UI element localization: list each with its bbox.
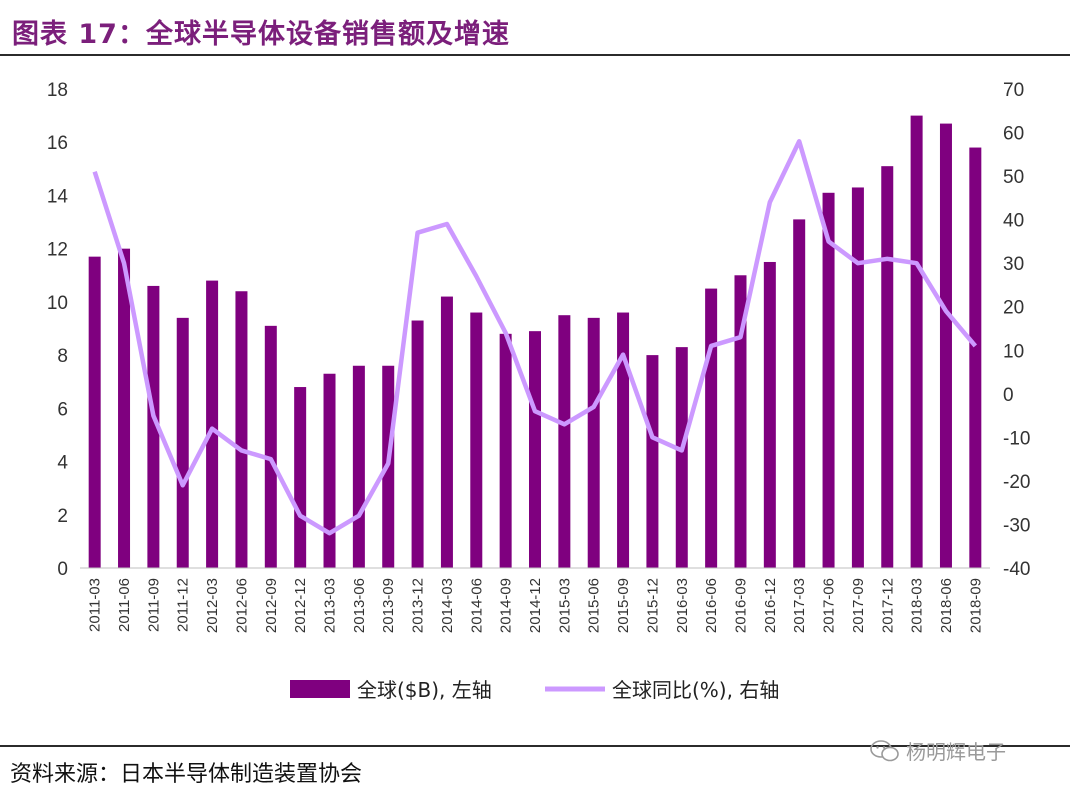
bar: [118, 248, 131, 568]
bar: [793, 219, 806, 568]
legend-swatch-bar: [290, 680, 350, 698]
x-tick-label: 2012-12: [292, 578, 309, 633]
bar: [763, 261, 776, 568]
x-tick-label: 2014-03: [439, 578, 456, 633]
y-left-tick-label: 4: [57, 453, 68, 474]
y-right-tick-label: 30: [1003, 254, 1024, 275]
bottom-divider: [0, 745, 1070, 747]
x-tick-label: 2013-09: [380, 578, 397, 633]
y-right-tick-label: 0: [1003, 385, 1014, 406]
x-tick-label: 2012-03: [204, 578, 221, 633]
bar: [499, 333, 512, 568]
top-divider: [0, 54, 1070, 56]
y-right-tick-label: 20: [1003, 298, 1024, 319]
y-left-tick-label: 10: [47, 293, 68, 314]
y-left-tick-label: 6: [57, 399, 68, 420]
bar: [411, 320, 424, 568]
x-tick-label: 2015-09: [615, 578, 632, 633]
bar: [734, 275, 747, 568]
yoy-growth-line: [92, 139, 978, 536]
bar: [323, 373, 336, 568]
bar: [470, 312, 483, 568]
bar: [705, 288, 718, 568]
bar: [558, 315, 571, 568]
bar: [352, 365, 365, 568]
x-tick-label: 2011-09: [145, 578, 162, 632]
x-tick-label: 2014-12: [527, 578, 544, 633]
y-left-tick-label: 0: [57, 559, 68, 580]
y-right-tick-label: 50: [1003, 167, 1024, 188]
bar: [969, 147, 982, 569]
chart-title: 图表 17：全球半导体设备销售额及增速: [12, 19, 510, 50]
y-left-tick-label: 18: [47, 80, 68, 101]
bar: [587, 317, 600, 568]
bar: [646, 355, 659, 568]
y-left-tick-label: 16: [47, 133, 68, 154]
x-tick-label: 2016-03: [674, 578, 691, 633]
x-tick-label: 2014-09: [498, 578, 515, 633]
x-tick-label: 2016-09: [732, 578, 749, 633]
x-tick-label: 2018-06: [938, 578, 955, 633]
y-left-tick-label: 2: [57, 506, 68, 527]
bar: [529, 331, 541, 568]
x-tick-label: 2018-09: [967, 578, 984, 633]
bar: [147, 285, 160, 568]
watermark: 杨明辉电子: [870, 736, 1006, 765]
bar: [440, 296, 453, 568]
x-tick-label: 2016-06: [703, 578, 720, 633]
y-left-tick-label: 8: [57, 346, 68, 367]
x-tick-label: 2017-12: [879, 578, 896, 633]
bar: [617, 312, 630, 568]
x-tick-label: 2014-06: [468, 578, 485, 633]
y-right-tick-label: -10: [1003, 428, 1030, 449]
bar: [939, 123, 952, 568]
bar: [881, 166, 894, 568]
y-right-tick-label: -30: [1003, 515, 1030, 536]
bar: [88, 256, 101, 568]
y-right-tick-label: 70: [1003, 80, 1024, 101]
bar: [235, 291, 248, 568]
x-tick-label: 2011-03: [87, 578, 104, 632]
x-tick-label: 2015-03: [556, 578, 573, 633]
x-tick-label: 2012-09: [263, 578, 280, 633]
watermark-text: 杨明辉电子: [906, 740, 1006, 764]
x-tick-label: 2017-06: [821, 578, 838, 633]
y-left-tick-label: 14: [47, 186, 69, 207]
x-tick-label: 2011-06: [116, 578, 133, 632]
x-tick-label: 2016-12: [762, 578, 779, 633]
wechat-icon: [870, 739, 899, 761]
bar: [675, 347, 688, 568]
x-tick-label: 2015-06: [586, 578, 603, 633]
legend-label-line: 全球同比(%), 右轴: [612, 678, 779, 702]
bar: [176, 317, 189, 568]
x-tick-label: 2017-09: [850, 578, 867, 633]
y-right-tick-label: -20: [1003, 472, 1030, 493]
x-tick-label: 2012-06: [233, 578, 250, 633]
x-tick-label: 2015-12: [644, 578, 661, 633]
x-tick-label: 2013-03: [322, 578, 339, 633]
source-note: 资料来源：日本半导体制造装置协会: [10, 762, 363, 787]
x-tick-label: 2017-03: [791, 578, 808, 633]
bar: [851, 187, 864, 568]
bar: [206, 280, 219, 568]
bar: [264, 325, 277, 568]
x-tick-label: 2013-06: [351, 578, 368, 633]
bar: [294, 387, 307, 568]
bar: [822, 192, 835, 569]
y-right-tick-label: 10: [1003, 341, 1024, 362]
legend-label-bar: 全球($B), 左轴: [357, 678, 492, 702]
y-left-tick-label: 12: [47, 240, 68, 261]
chart-canvas: 0 2 4 6 8 10 12 14 16 18 -40 -30 -20 -10 0 10 20 30 40 50 60…: [47, 80, 1031, 702]
x-tick-label: 2013-12: [410, 578, 427, 633]
x-tick-label: 2018-03: [909, 578, 926, 633]
y-right-tick-label: 60: [1003, 124, 1024, 145]
bar: [910, 115, 923, 568]
y-right-tick-label: 40: [1003, 211, 1024, 232]
x-tick-label: 2011-12: [175, 578, 192, 632]
y-right-tick-label: -40: [1003, 559, 1030, 580]
